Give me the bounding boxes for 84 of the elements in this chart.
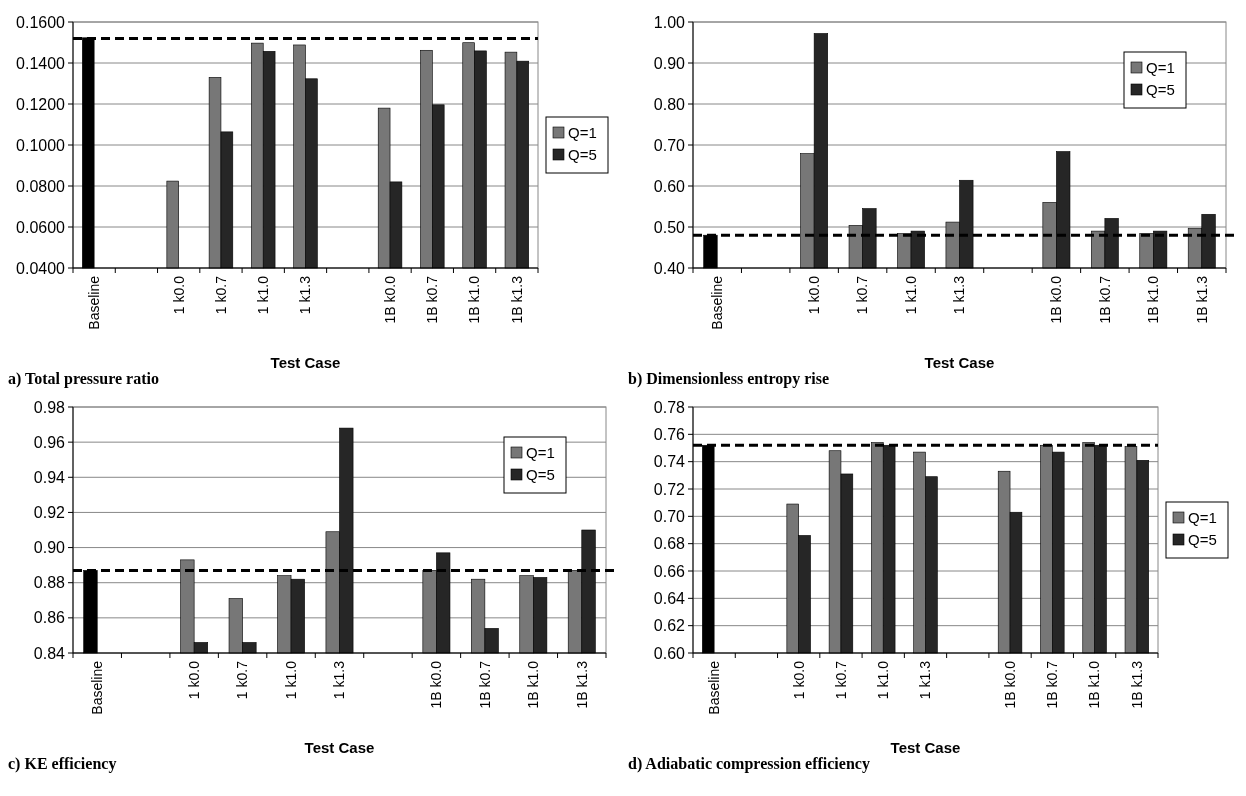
- y-tick-label: 0.68: [653, 535, 686, 553]
- text: b) Dimensionless entropy rise: [628, 370, 830, 388]
- y-tick-label: 0.84: [33, 644, 66, 662]
- x-tick-label: 1B k1.0: [1145, 275, 1162, 324]
- y-tick-label: 0.74: [653, 453, 686, 471]
- x-tick-label: 1B k0.0: [428, 660, 445, 709]
- y-tick-label: 0.1600: [16, 13, 66, 31]
- legend-label: Q=5: [526, 466, 555, 484]
- y-tick-label: 0.78: [653, 398, 686, 416]
- y-tick-label: 1.00: [653, 13, 686, 31]
- x-tick-label: 1B k0.7: [1096, 275, 1113, 324]
- x-tick-label: 1B k0.0: [1048, 275, 1065, 324]
- y-tick-label: 0.72: [653, 480, 686, 498]
- legend-label: Q=1: [526, 444, 555, 462]
- y-tick-label: 0.88: [33, 574, 66, 592]
- x-axis-title: Test Case: [304, 739, 375, 756]
- x-axis-title: Test Case: [890, 739, 961, 756]
- x-tick-label: 1 k1.0: [255, 275, 272, 315]
- x-tick-label: 1 k1.3: [331, 660, 348, 700]
- text: a) Total pressure ratio: [8, 370, 159, 388]
- x-tick-label: 1B k1.0: [1086, 660, 1103, 709]
- y-tick-label: 0.66: [653, 562, 686, 580]
- x-tick-label: 1 k0.7: [234, 660, 251, 700]
- y-tick-label: 0.70: [653, 136, 686, 154]
- y-tick-label: 0.90: [33, 539, 66, 557]
- y-tick-label: 0.94: [33, 468, 66, 486]
- y-tick-label: 0.1000: [16, 136, 66, 154]
- x-tick-label: Baseline: [89, 660, 106, 715]
- y-tick-label: 0.60: [653, 177, 686, 195]
- x-tick-label: 1B k0.7: [424, 275, 441, 324]
- x-tick-label: 1B k1.3: [1128, 660, 1145, 709]
- legend-label: Q=5: [568, 146, 597, 164]
- x-tick-label: 1B k1.3: [573, 660, 590, 709]
- y-tick-label: 0.92: [33, 504, 66, 522]
- legend-label: Q=5: [1146, 81, 1175, 99]
- y-tick-label: 0.98: [33, 398, 66, 416]
- x-tick-label: Baseline: [86, 275, 103, 330]
- legend-label: Q=1: [568, 124, 597, 142]
- legend-label: Q=5: [1188, 531, 1217, 549]
- legend-label: Q=1: [1146, 59, 1175, 77]
- x-tick-label: 1 k1.3: [917, 660, 934, 700]
- x-tick-label: 1B k0.0: [1001, 660, 1018, 709]
- y-tick-label: 0.64: [653, 589, 686, 607]
- x-tick-label: 1B k0.0: [381, 275, 398, 324]
- x-tick-label: 1B k0.7: [1044, 660, 1061, 709]
- x-tick-label: 1B k0.7: [476, 660, 493, 709]
- y-tick-label: 0.60: [653, 644, 686, 662]
- text: c) KE efficiency: [8, 755, 117, 773]
- y-tick-label: 0.1200: [16, 95, 66, 113]
- y-tick-label: 0.90: [653, 54, 686, 72]
- y-tick-label: 0.1400: [16, 54, 66, 72]
- x-tick-label: 1 k1.3: [297, 275, 314, 315]
- y-tick-label: 0.0800: [16, 177, 66, 195]
- y-tick-label: 0.96: [33, 433, 66, 451]
- y-tick-label: 0.86: [33, 609, 66, 627]
- y-tick-label: 0.80: [653, 95, 686, 113]
- x-tick-label: 1 k0.0: [170, 275, 187, 315]
- x-tick-label: 1 k1.0: [875, 660, 892, 700]
- x-tick-label: 1 k0.7: [212, 275, 229, 315]
- x-tick-label: 1B k1.3: [1193, 275, 1210, 324]
- x-tick-label: 1B k1.3: [508, 275, 525, 324]
- y-tick-label: 0.0600: [16, 218, 66, 236]
- x-axis-title: Test Case: [270, 354, 341, 371]
- y-tick-label: 0.70: [653, 507, 686, 525]
- x-tick-label: 1 k0.7: [854, 275, 871, 315]
- text: d) Adiabatic compression efficiency: [628, 755, 870, 773]
- y-tick-label: 0.50: [653, 218, 686, 236]
- x-tick-label: 1 k0.7: [832, 660, 849, 700]
- x-tick-label: 1 k1.3: [951, 275, 968, 315]
- y-tick-label: 0.76: [653, 425, 686, 443]
- y-tick-label: 0.0400: [16, 259, 66, 277]
- x-tick-label: 1B k1.0: [525, 660, 542, 709]
- x-tick-label: Baseline: [709, 275, 726, 330]
- x-tick-label: 1 k0.0: [790, 660, 807, 700]
- y-tick-label: 0.40: [653, 259, 686, 277]
- x-tick-label: 1B k1.0: [466, 275, 483, 324]
- legend-label: Q=1: [1188, 509, 1217, 527]
- y-tick-label: 0.62: [653, 617, 686, 635]
- x-axis-title: Test Case: [924, 354, 995, 371]
- x-tick-label: 1 k1.0: [282, 660, 299, 700]
- x-tick-label: 1 k0.0: [186, 660, 203, 700]
- x-tick-label: 1 k0.0: [806, 275, 823, 315]
- x-tick-label: Baseline: [706, 660, 723, 715]
- x-tick-label: 1 k1.0: [902, 275, 919, 315]
